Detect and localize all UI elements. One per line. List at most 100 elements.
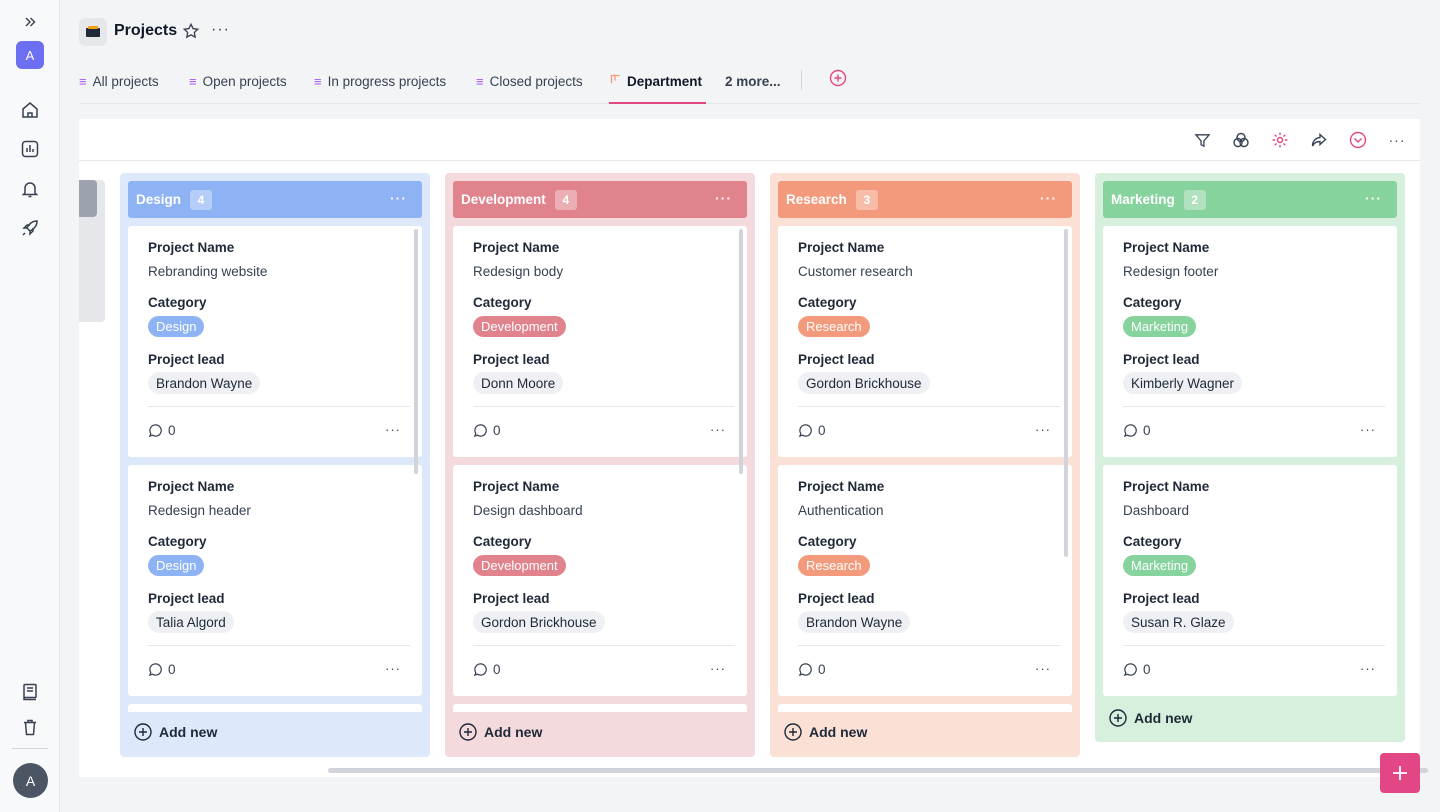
card-more-icon[interactable]: ··· <box>710 422 726 437</box>
column-header[interactable]: Research 3 ··· <box>778 181 1072 218</box>
column-more-icon[interactable]: ··· <box>1040 190 1057 206</box>
bell-icon[interactable] <box>17 176 43 202</box>
project-card[interactable]: Project Name Redesign header Category De… <box>128 465 422 696</box>
project-lead-chip[interactable]: Donn Moore <box>473 372 564 394</box>
comments-count[interactable]: 0 <box>798 662 826 677</box>
comments-count[interactable]: 0 <box>1123 662 1151 677</box>
field-label: Project lead <box>798 352 875 367</box>
field-label: Project lead <box>473 352 550 367</box>
add-new-button[interactable]: Add new <box>1109 709 1192 727</box>
plus-icon <box>1393 766 1407 780</box>
title-more-icon[interactable]: ··· <box>211 21 230 38</box>
field-label: Project Name <box>798 479 885 494</box>
card-more-icon[interactable]: ··· <box>710 661 726 676</box>
project-card[interactable]: Project Name Authentication Category Res… <box>778 465 1072 696</box>
card-divider <box>148 645 410 646</box>
comment-icon <box>148 663 162 677</box>
comments-count[interactable]: 0 <box>798 423 826 438</box>
column-research: Research 3 ··· Project Name Customer res… <box>770 173 1080 757</box>
category-pill: Marketing <box>1123 555 1197 576</box>
main-area: Projects ··· ≡ All projects ≡ Open project… <box>61 0 1440 812</box>
tab-more[interactable]: 2 more... <box>725 74 781 89</box>
tab-in-progress-projects[interactable]: ≡ In progress projects <box>314 74 447 89</box>
tab-open-projects[interactable]: ≡ Open projects <box>189 74 287 89</box>
report-icon[interactable] <box>17 136 43 162</box>
column-scrollbar[interactable] <box>739 229 743 474</box>
comments-count[interactable]: 0 <box>473 662 501 677</box>
project-lead-chip[interactable]: Brandon Wayne <box>798 611 911 633</box>
project-card[interactable]: Project Name Redesign body Category Deve… <box>453 226 747 457</box>
chevrons-right-icon[interactable] <box>17 9 43 35</box>
column-header[interactable]: Design 4 ··· <box>128 181 422 218</box>
tab-all-projects[interactable]: ≡ All projects <box>79 74 159 89</box>
tab-closed-projects[interactable]: ≡ Closed projects <box>476 74 583 89</box>
column-header[interactable]: Development 4 ··· <box>453 181 747 218</box>
collapse-icon[interactable] <box>1348 130 1368 150</box>
card-more-icon[interactable]: ··· <box>1360 661 1376 676</box>
category-pill: Research <box>798 555 870 576</box>
gear-icon[interactable] <box>1270 130 1290 150</box>
project-name: Redesign footer <box>1123 264 1219 279</box>
filter-icon[interactable] <box>1192 130 1212 150</box>
card-more-icon[interactable]: ··· <box>1360 422 1376 437</box>
column-development: Development 4 ··· Project Name Redesign … <box>445 173 755 757</box>
project-lead-chip[interactable]: Kimberly Wagner <box>1123 372 1243 394</box>
project-card[interactable]: Project Name Redesign footer Category Ma… <box>1103 226 1397 457</box>
field-label: Project lead <box>148 352 225 367</box>
field-label: Project lead <box>798 591 875 606</box>
board-horizontal-scrollbar[interactable] <box>328 768 1428 773</box>
user-avatar[interactable]: A <box>13 763 48 798</box>
field-label: Project lead <box>1123 352 1200 367</box>
share-icon[interactable] <box>1309 130 1329 150</box>
workspace-avatar[interactable]: A <box>16 41 44 69</box>
more-icon[interactable]: ··· <box>1388 132 1406 148</box>
plus-circle-icon <box>1109 709 1127 727</box>
project-lead-chip[interactable]: Gordon Brickhouse <box>473 611 605 633</box>
add-item-button[interactable] <box>1380 753 1420 793</box>
project-card[interactable]: Project Name Dashboard Category Marketin… <box>1103 465 1397 696</box>
add-new-button[interactable]: Add new <box>784 723 867 741</box>
project-lead-chip[interactable]: Talia Algord <box>148 611 234 633</box>
project-lead-chip[interactable]: Gordon Brickhouse <box>798 372 930 394</box>
add-new-button[interactable]: Add new <box>134 723 217 741</box>
home-icon[interactable] <box>17 97 43 123</box>
color-icon[interactable] <box>1231 130 1251 150</box>
book-icon[interactable] <box>17 679 43 705</box>
trash-icon[interactable] <box>17 714 43 740</box>
column-more-icon[interactable]: ··· <box>1365 190 1382 206</box>
card-more-icon[interactable]: ··· <box>385 661 401 676</box>
project-card[interactable]: Project Name Customer research Category … <box>778 226 1072 457</box>
column-more-icon[interactable]: ··· <box>715 190 732 206</box>
project-lead-chip[interactable]: Susan R. Glaze <box>1123 611 1234 633</box>
column-design: Design 4 ··· Project Name Rebranding web… <box>120 173 430 757</box>
comments-count[interactable]: 0 <box>148 423 176 438</box>
column-more-icon[interactable]: ··· <box>390 190 407 206</box>
comments-count[interactable]: 0 <box>1123 423 1151 438</box>
project-card[interactable]: Project Name Design dashboard Category D… <box>453 465 747 696</box>
column-count-badge: 4 <box>554 189 577 210</box>
field-label: Category <box>473 534 532 549</box>
card-more-icon[interactable]: ··· <box>1035 661 1051 676</box>
card-divider <box>473 645 735 646</box>
project-lead-chip[interactable]: Brandon Wayne <box>148 372 261 394</box>
column-scrollbar[interactable] <box>414 229 418 474</box>
projects-app-icon <box>79 18 107 46</box>
card-more-icon[interactable]: ··· <box>385 422 401 437</box>
star-icon[interactable] <box>182 22 200 45</box>
comments-count[interactable]: 0 <box>473 423 501 438</box>
rocket-icon[interactable] <box>17 215 43 241</box>
field-label: Project lead <box>148 591 225 606</box>
card-more-icon[interactable]: ··· <box>1035 422 1051 437</box>
column-scrollbar[interactable] <box>1064 229 1068 557</box>
comments-count[interactable]: 0 <box>148 662 176 677</box>
add-view-icon[interactable] <box>829 69 847 87</box>
field-label: Category <box>148 534 207 549</box>
field-label: Category <box>798 534 857 549</box>
column-header[interactable]: Marketing 2 ··· <box>1103 181 1397 218</box>
field-label: Category <box>1123 295 1182 310</box>
tab-department[interactable]: Department <box>609 60 706 104</box>
collapsed-column[interactable] <box>79 180 105 322</box>
left-rail: A A <box>0 0 60 812</box>
add-new-button[interactable]: Add new <box>459 723 542 741</box>
project-card[interactable]: Project Name Rebranding website Category… <box>128 226 422 457</box>
